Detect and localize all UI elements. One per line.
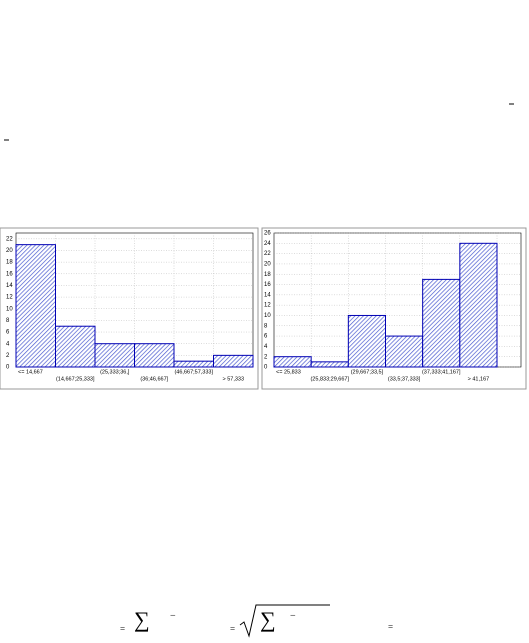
y-tick-label: 26 <box>264 231 271 237</box>
x-tick-label: (29,667;33,5] <box>351 369 384 375</box>
x-tick-label: <= 25,833 <box>276 369 301 375</box>
x-tick-label: <= 14,667 <box>18 369 43 375</box>
bar <box>94 343 135 368</box>
formula-symbol: − <box>290 610 296 621</box>
y-tick-label: 16 <box>264 282 271 288</box>
bar <box>422 278 461 368</box>
y-tick-label: 4 <box>6 341 10 347</box>
formula-symbol: = <box>388 622 393 632</box>
y-tick-label: 18 <box>264 272 271 278</box>
bar <box>173 360 214 368</box>
y-tick-label: 22 <box>264 251 271 257</box>
y-tick-label: 22 <box>6 236 13 242</box>
y-tick-label: 20 <box>6 248 13 254</box>
bar <box>273 356 312 368</box>
x-tick-label: (25,833;29,667] <box>310 376 349 382</box>
y-tick-label: 2 <box>264 354 268 360</box>
y-tick-label: 20 <box>264 262 271 268</box>
x-tick-label: (36;46,667] <box>140 376 168 382</box>
y-tick-label: 0 <box>264 365 268 371</box>
formula-symbol: ∑ <box>260 607 276 632</box>
y-tick-label: 18 <box>6 260 13 266</box>
y-tick-label: 8 <box>264 323 268 329</box>
y-tick-label: 0 <box>6 365 10 371</box>
formula-symbol: = <box>230 624 235 634</box>
y-tick-label: 16 <box>6 271 13 277</box>
y-tick-label: 6 <box>264 334 268 340</box>
x-tick-label: (46,667;57,333] <box>174 369 213 375</box>
bar <box>15 244 56 368</box>
y-tick-label: 12 <box>6 295 13 301</box>
y-tick-label: 8 <box>6 318 10 324</box>
y-tick-label: 14 <box>6 283 13 289</box>
x-tick-label: (14,667;25,333] <box>56 376 95 382</box>
x-tick-label: (33,5;37,333] <box>388 376 421 382</box>
x-tick-label: > 57,333 <box>222 376 244 382</box>
y-tick-label: 2 <box>6 353 10 359</box>
formula-symbol: ∑ <box>134 607 150 632</box>
x-tick-label: (37,333;41,167] <box>422 369 461 375</box>
sqrt-sign <box>239 604 330 638</box>
bar <box>55 325 96 368</box>
bar <box>213 354 254 368</box>
x-tick-label: (25,333;36,] <box>100 369 130 375</box>
formula-symbol: = <box>120 624 125 634</box>
bar <box>134 343 175 368</box>
formula-symbol: − <box>170 610 176 621</box>
bar <box>310 361 349 368</box>
bar <box>347 314 387 368</box>
x-tick-label: > 41,167 <box>468 376 490 382</box>
y-tick-label: 14 <box>264 292 271 298</box>
bar <box>459 242 498 368</box>
y-tick-label: 12 <box>264 303 271 309</box>
y-tick-label: 4 <box>264 344 268 350</box>
bar <box>385 335 424 368</box>
y-tick-label: 24 <box>264 241 271 247</box>
y-tick-label: 10 <box>264 313 271 319</box>
y-tick-label: 6 <box>6 330 10 336</box>
y-tick-label: 10 <box>6 306 13 312</box>
